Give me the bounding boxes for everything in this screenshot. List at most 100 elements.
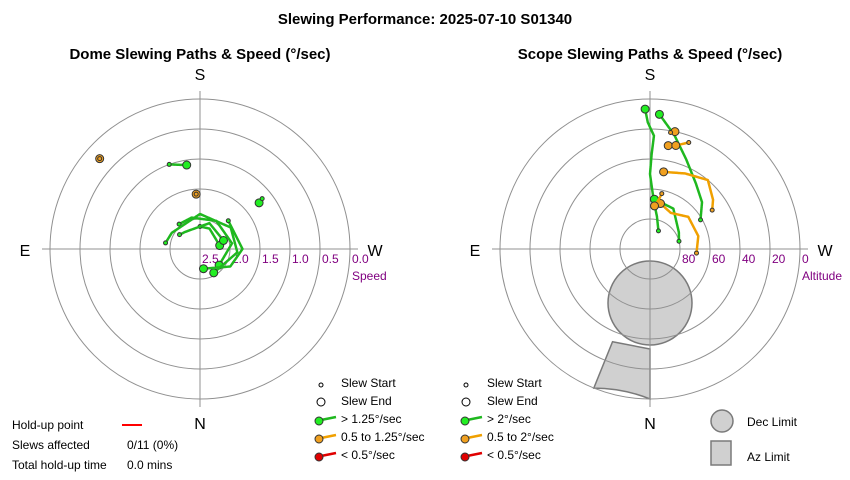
legend-fast-marker [314, 416, 324, 426]
scope-direction-s: S [645, 67, 656, 84]
scope-plot: Scope Slewing Paths & Speed (°/sec) S N … [470, 46, 843, 433]
chart-title: Slewing Performance: 2025-07-10 S01340 [278, 11, 572, 28]
scope-plot-title: Scope Slewing Paths & Speed (°/sec) [518, 46, 782, 63]
slew-path [643, 107, 660, 233]
slew-end-marker [166, 161, 172, 167]
radial-tick-label: 80 [682, 252, 696, 266]
scope-limits [592, 260, 693, 401]
dome-radial-label: Speed [352, 269, 387, 283]
slew-end-marker [655, 228, 661, 234]
scope-radial-label: Altitude [802, 269, 842, 283]
slew-end-marker [698, 217, 704, 223]
slew-path [198, 225, 221, 247]
az-limit-wedge [592, 340, 651, 401]
slew-start-marker [198, 264, 208, 274]
legend-start-marker [463, 382, 469, 388]
scope-direction-w: W [817, 243, 833, 260]
legend-medium-marker [460, 434, 470, 444]
holdup-info: Hold-up point Slews affected 0/11 (0%) T… [12, 418, 178, 472]
holdup-point-label: Hold-up point [12, 418, 84, 432]
slew-end-marker [668, 129, 674, 135]
radial-tick-label: 0 [802, 252, 809, 266]
legend-fast-label: > 2°/sec [487, 412, 531, 426]
legend-slow-label: < 0.5°/sec [341, 448, 395, 462]
slew-path [164, 212, 239, 275]
slew-end-marker [177, 232, 183, 238]
legend-medium-label: 0.5 to 2°/sec [487, 430, 554, 444]
slew-end-marker [709, 207, 715, 213]
radial-tick-label: 60 [712, 252, 726, 266]
legend-medium-marker [314, 434, 324, 444]
radial-tick-label: 20 [772, 252, 786, 266]
radial-tick-label: 1.5 [262, 252, 279, 266]
legend-start-label: Slew Start [341, 376, 396, 390]
legend-end-label: Slew End [341, 394, 392, 408]
legend-fast-label: > 1.25°/sec [341, 412, 402, 426]
dome-direction-w: W [367, 243, 383, 260]
legend-slow-marker [314, 452, 324, 462]
slews-affected-value: 0/11 (0%) [127, 438, 178, 452]
scope-direction-n: N [644, 416, 656, 433]
radial-tick-label: 40 [742, 252, 756, 266]
slew-end-marker [659, 191, 665, 197]
radial-tick-label: 0.0 [352, 252, 369, 266]
legend-start-marker [318, 382, 324, 388]
legend-end-marker [316, 397, 326, 407]
dec-limit-swatch [710, 409, 734, 433]
total-holdup-value: 0.0 mins [127, 458, 172, 472]
legend-slow-marker [460, 452, 470, 462]
slew-end-marker [693, 250, 699, 256]
slew-path [659, 202, 700, 255]
limit-legend: Dec Limit Az Limit [710, 409, 798, 466]
slew-start-marker [654, 109, 664, 119]
radial-tick-label: 0.5 [322, 252, 339, 266]
slew-end-marker [225, 218, 231, 224]
legend-end-marker [461, 397, 471, 407]
radial-tick-label: 2.5 [202, 252, 219, 266]
dome-slew-paths [95, 154, 265, 278]
dome-legend: Slew Start Slew End > 1.25°/sec 0.5 to 1… [314, 376, 425, 462]
slew-start-marker [640, 104, 650, 114]
slew-end-marker [676, 238, 682, 244]
legend-start-label: Slew Start [487, 376, 542, 390]
dec-limit-label: Dec Limit [747, 415, 798, 429]
slew-start-marker [650, 201, 660, 211]
slew-path [662, 170, 715, 212]
scope-legend: Slew Start Slew End > 2°/sec 0.5 to 2°/s… [460, 376, 554, 462]
slew-start-marker [671, 141, 681, 151]
slew-start-marker [209, 268, 219, 278]
legend-end-label: Slew End [487, 394, 538, 408]
dome-plot: Dome Slewing Paths & Speed (°/sec) S N E… [20, 46, 387, 433]
legend-medium-label: 0.5 to 1.25°/sec [341, 430, 425, 444]
dome-direction-s: S [195, 67, 206, 84]
scope-direction-e: E [470, 243, 481, 260]
scope-polar-grid [492, 91, 808, 407]
slew-path [178, 221, 225, 242]
dome-plot-title: Dome Slewing Paths & Speed (°/sec) [69, 46, 330, 63]
radial-tick-label: 1.0 [292, 252, 309, 266]
legend-fast-marker [460, 416, 470, 426]
slew-end-marker [686, 140, 692, 146]
slews-affected-label: Slews affected [12, 438, 90, 452]
slew-end-marker [163, 240, 169, 246]
dome-direction-e: E [20, 243, 31, 260]
scope-radial-ticks: 80 60 40 20 0 [682, 252, 809, 266]
slew-start-marker [663, 141, 673, 151]
az-limit-swatch [710, 440, 732, 466]
radial-tick-label: 2.0 [232, 252, 249, 266]
az-limit-label: Az Limit [747, 450, 790, 464]
slew-start-marker [218, 235, 228, 245]
slew-path [202, 219, 244, 270]
slew-end-marker [259, 196, 265, 202]
slew-start-marker [659, 167, 669, 177]
legend-slow-label: < 0.5°/sec [487, 448, 541, 462]
slew-end-marker [193, 191, 199, 197]
slew-start-marker [182, 160, 192, 170]
dome-radial-ticks: 2.5 2.0 1.5 1.0 0.5 0.0 [202, 252, 369, 266]
total-holdup-label: Total hold-up time [12, 458, 107, 472]
dome-polar-grid [42, 91, 358, 407]
slew-end-marker [97, 156, 103, 162]
slew-end-marker [176, 221, 182, 227]
dome-direction-n: N [194, 416, 206, 433]
